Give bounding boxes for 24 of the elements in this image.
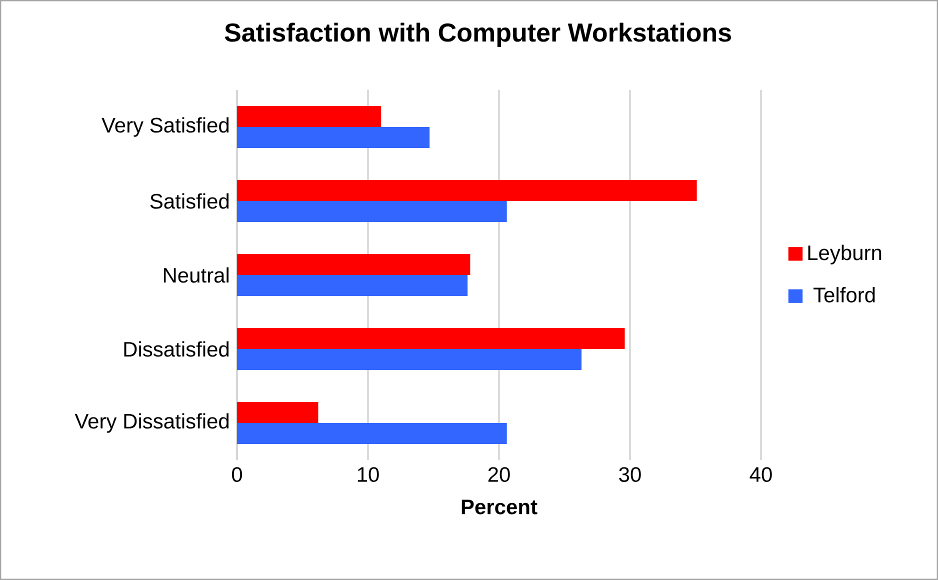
y-tick-label: Very Satisfied (102, 117, 229, 137)
y-tick-label: Neutral (164, 267, 229, 283)
bar (237, 201, 507, 222)
bar (237, 402, 318, 424)
legend-label: Telford (813, 287, 875, 302)
bar (237, 106, 382, 128)
bar (237, 275, 468, 296)
x-tick-label: 10 (358, 467, 379, 482)
chart-title: Satisfaction with Computer Workstations (224, 22, 732, 47)
x-axis-title: Percent (462, 500, 538, 514)
bar (237, 328, 625, 350)
bar (237, 180, 697, 202)
bar (237, 423, 507, 444)
x-tick-label: 40 (750, 467, 772, 482)
bar (237, 254, 470, 276)
y-tick-label: Satisfied (150, 193, 229, 209)
y-tick-label: Very Dissatisfied (74, 413, 229, 433)
bar (237, 349, 582, 370)
x-tick-label: 30 (619, 467, 641, 482)
x-tick-label: 0 (232, 467, 242, 482)
bar (237, 127, 430, 148)
legend-label: Leyburn (808, 244, 882, 264)
y-tick-label: Dissatisfied (124, 341, 229, 357)
x-tick-label: 20 (488, 467, 510, 482)
